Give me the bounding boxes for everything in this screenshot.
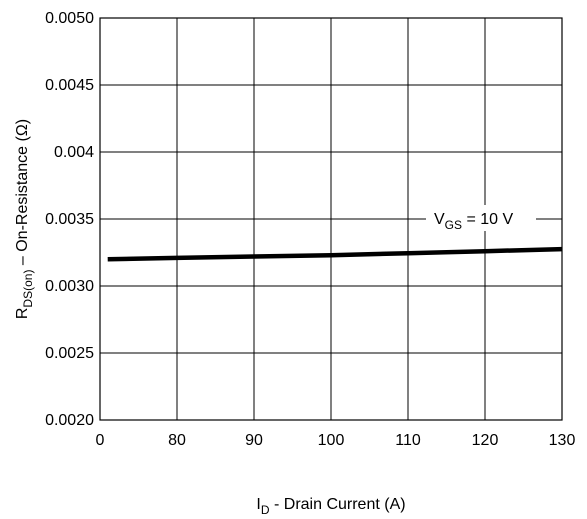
- series-label-bg: [426, 205, 536, 231]
- x-tick-label: 110: [395, 432, 421, 449]
- plot-frame: [99, 17, 563, 421]
- series-line: [107, 246, 563, 262]
- series-layer: [107, 246, 563, 262]
- y-tick-labels: 0.0020 0.0025 0.0030 0.0035 0.004 0.0045 0.005…: [45, 10, 94, 429]
- y-tick-label: 0.0050: [45, 10, 94, 27]
- x-axis-title: ID - Drain Current (A): [256, 496, 405, 517]
- y-axis-title: RDS(on) – On-Resistance (Ω): [14, 119, 35, 319]
- y-tick-label: 0.0030: [45, 278, 94, 295]
- x-tick-label: 100: [318, 432, 345, 449]
- x-tick-label: 80: [168, 432, 186, 449]
- y-tick-label: 0.004: [54, 144, 94, 161]
- y-tick-label: 0.0025: [45, 345, 94, 362]
- x-tick-labels: 0 80 90 100 110 120 130: [96, 432, 576, 449]
- y-tick-label: 0.0020: [45, 412, 94, 429]
- y-tick-label: 0.0045: [45, 77, 94, 94]
- series-label: VGS = 10 V: [434, 211, 513, 232]
- x-tick-label: 90: [245, 432, 263, 449]
- x-tick-label: 130: [549, 432, 576, 449]
- x-tick-label: 120: [472, 432, 499, 449]
- y-tick-label: 0.0035: [45, 211, 94, 228]
- x-tick-label: 0: [96, 432, 105, 449]
- series-label-group: VGS = 10 V: [426, 205, 536, 232]
